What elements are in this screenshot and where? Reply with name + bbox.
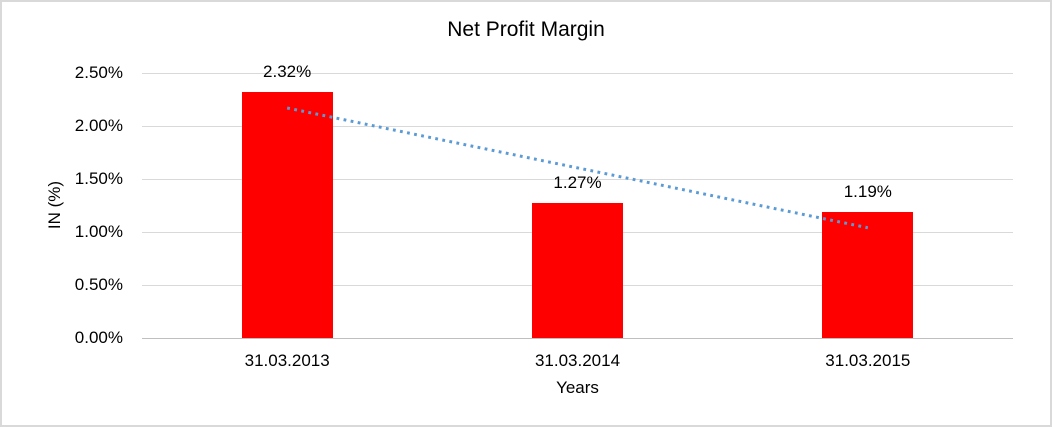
gridline [142,72,1013,74]
y-axis-tick-label: 0.00% [74,328,123,347]
bar [532,203,623,338]
bar-value-label: 2.32% [263,62,312,82]
x-axis-tick-label: 31.03.2013 [244,351,330,370]
bar-value-label: 1.19% [843,181,892,201]
bar [822,211,914,338]
y-axis-tick-label: 2.00% [74,116,123,135]
x-axis-tick-label: 31.03.2015 [825,351,911,370]
bar-value-label: 1.27% [553,173,602,193]
x-axis-line [142,337,1013,339]
chart-title: Net Profit Margin [447,18,605,41]
y-axis-tick-label: 1.00% [74,222,123,241]
x-axis-title: Years [556,378,599,397]
y-axis-tick-label: 1.50% [74,169,123,188]
bar [241,92,333,338]
y-axis-tick-label: 0.50% [74,275,123,294]
x-axis-tick-label: 31.03.2014 [534,351,621,370]
y-axis-tick-label: 2.50% [74,63,123,82]
